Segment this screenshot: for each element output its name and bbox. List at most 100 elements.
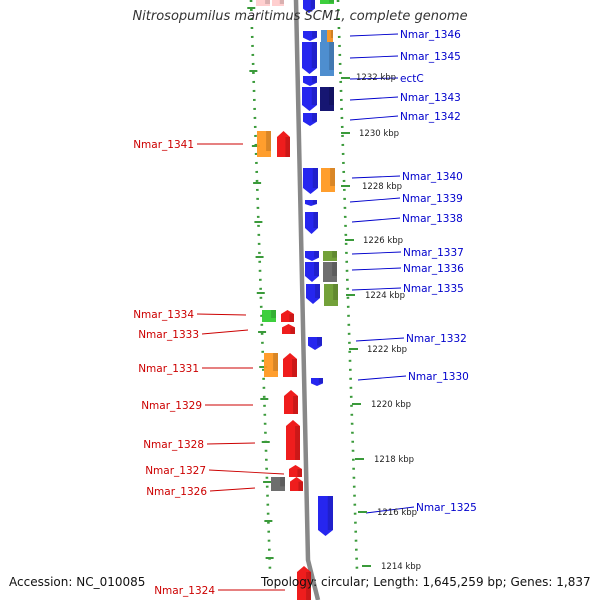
feature-shade xyxy=(332,262,337,276)
coordinate-label: 1214 kbp xyxy=(381,562,421,572)
gene-feature[interactable] xyxy=(323,262,337,282)
gene-label-nmar_1346[interactable]: Nmar_1346 xyxy=(400,29,461,41)
feature-shade xyxy=(330,168,335,186)
feature-shade xyxy=(306,572,311,600)
feature-shade xyxy=(295,426,300,460)
forward-gene-feature[interactable] xyxy=(305,212,318,234)
coordinate-label: 1232 kbp xyxy=(356,73,396,83)
reverse-gene-feature[interactable] xyxy=(277,131,290,157)
feature-shade xyxy=(297,469,302,477)
gene-label-nmar_1342[interactable]: Nmar_1342 xyxy=(400,111,461,123)
reverse-gene-feature[interactable] xyxy=(281,310,294,322)
reverse-ruler xyxy=(249,0,272,571)
gene-label-nmar_1324[interactable]: Nmar_1324 xyxy=(154,585,215,597)
page-title: Nitrosopumilus maritimus SCM1, complete … xyxy=(132,9,468,24)
feature-shade xyxy=(312,31,317,38)
coordinate-label: 1230 kbp xyxy=(359,129,399,139)
forward-gene-feature[interactable] xyxy=(303,168,318,194)
reverse-gene-feature[interactable] xyxy=(286,420,300,460)
gene-feature[interactable] xyxy=(327,30,333,42)
gene-label-nmar_1337[interactable]: Nmar_1337 xyxy=(403,247,464,259)
coordinate-label: 1222 kbp xyxy=(367,345,407,355)
gene-label-nmar_1331[interactable]: Nmar_1331 xyxy=(138,363,199,375)
gene-label-nmar_1336[interactable]: Nmar_1336 xyxy=(403,263,464,275)
reverse-gene-feature[interactable] xyxy=(282,324,295,334)
feature-shade xyxy=(289,314,294,322)
reverse-gene-feature[interactable] xyxy=(284,390,298,414)
gene-feature[interactable] xyxy=(264,353,278,377)
gene-label-leader xyxy=(357,375,407,381)
gene-label-leader xyxy=(355,337,405,342)
gene-label-nmar_1327[interactable]: Nmar_1327 xyxy=(145,465,206,477)
gene-feature[interactable] xyxy=(262,310,276,322)
gene-feature[interactable] xyxy=(321,168,335,192)
gene-label-leader xyxy=(351,251,402,255)
forward-gene-feature[interactable] xyxy=(311,378,323,386)
gene-label-nmar_1330[interactable]: Nmar_1330 xyxy=(408,371,469,383)
feature-shade xyxy=(290,327,295,334)
gene-label-nmar_1338[interactable]: Nmar_1338 xyxy=(402,213,463,225)
forward-gene-feature[interactable] xyxy=(302,87,317,111)
coordinate-label: 1216 kbp xyxy=(377,508,417,518)
gene-feature[interactable] xyxy=(271,477,285,491)
gene-label-leader xyxy=(208,469,285,475)
feature-shade xyxy=(314,251,319,258)
forward-gene-feature[interactable] xyxy=(303,113,317,126)
gene-label-nmar_1341[interactable]: Nmar_1341 xyxy=(133,139,194,151)
gene-feature[interactable] xyxy=(324,284,338,306)
feature-shade xyxy=(333,284,338,300)
forward-gene-feature[interactable] xyxy=(305,262,319,282)
gene-label-nmar_1333[interactable]: Nmar_1333 xyxy=(138,329,199,341)
feature-shade xyxy=(329,0,334,3)
forward-gene-feature[interactable] xyxy=(303,76,317,86)
reverse-gene-feature[interactable] xyxy=(290,477,303,491)
gene-label-nmar_1329[interactable]: Nmar_1329 xyxy=(141,400,202,412)
feature-shade xyxy=(329,87,334,105)
forward-gene-feature[interactable] xyxy=(303,31,317,41)
gene-label-nmar_1326[interactable]: Nmar_1326 xyxy=(146,486,207,498)
coordinate-label: 1228 kbp xyxy=(362,182,402,192)
forward-gene-feature[interactable] xyxy=(318,496,333,536)
gene-label-nmar_1332[interactable]: Nmar_1332 xyxy=(406,333,467,345)
gene-label-nmar_1325[interactable]: Nmar_1325 xyxy=(416,502,477,514)
gene-feature[interactable] xyxy=(320,0,334,4)
feature-shade xyxy=(315,284,320,298)
gene-feature[interactable] xyxy=(320,87,334,111)
forward-gene-feature[interactable] xyxy=(303,0,315,13)
gene-label-nmar_1335[interactable]: Nmar_1335 xyxy=(403,283,464,295)
feature-shade xyxy=(311,42,317,68)
forward-gene-feature[interactable] xyxy=(306,284,320,304)
gene-label-nmar_1345[interactable]: Nmar_1345 xyxy=(400,51,461,63)
gene-label-leader xyxy=(201,329,249,335)
gene-label-leader xyxy=(349,197,401,203)
forward-gene-feature[interactable] xyxy=(305,200,317,206)
gene-feature[interactable] xyxy=(320,42,334,76)
forward-gene-feature[interactable] xyxy=(308,337,322,350)
gene-feature[interactable] xyxy=(272,0,284,6)
forward-gene-feature[interactable] xyxy=(302,42,317,74)
gene-label-nmar_1334[interactable]: Nmar_1334 xyxy=(133,309,194,321)
gene-feature[interactable] xyxy=(256,0,270,6)
feature-shade xyxy=(318,378,323,384)
gene-label-nmar_1328[interactable]: Nmar_1328 xyxy=(143,439,204,451)
reverse-gene-feature[interactable] xyxy=(283,353,297,377)
feature-shade xyxy=(329,42,334,70)
gene-feature[interactable] xyxy=(257,131,271,157)
feature-shade xyxy=(327,496,333,530)
reverse-gene-feature[interactable] xyxy=(297,566,311,600)
feature-shade xyxy=(280,477,285,487)
gene-label-nmar_1340[interactable]: Nmar_1340 xyxy=(402,171,463,183)
forward-gene-feature[interactable] xyxy=(305,251,319,261)
feature-shade xyxy=(266,131,271,151)
gene-label-leader xyxy=(349,77,399,80)
gene-feature[interactable] xyxy=(323,251,337,261)
feature-shade xyxy=(273,353,278,371)
reverse-gene-feature[interactable] xyxy=(289,465,302,477)
gene-label-leader xyxy=(196,313,247,316)
feature-shade xyxy=(312,200,317,204)
gene-label-ectc[interactable]: ectC xyxy=(400,73,424,85)
gene-label-nmar_1339[interactable]: Nmar_1339 xyxy=(402,193,463,205)
gene-label-nmar_1343[interactable]: Nmar_1343 xyxy=(400,92,461,104)
coordinate-label: 1226 kbp xyxy=(363,236,403,246)
feature-shade xyxy=(312,113,317,122)
